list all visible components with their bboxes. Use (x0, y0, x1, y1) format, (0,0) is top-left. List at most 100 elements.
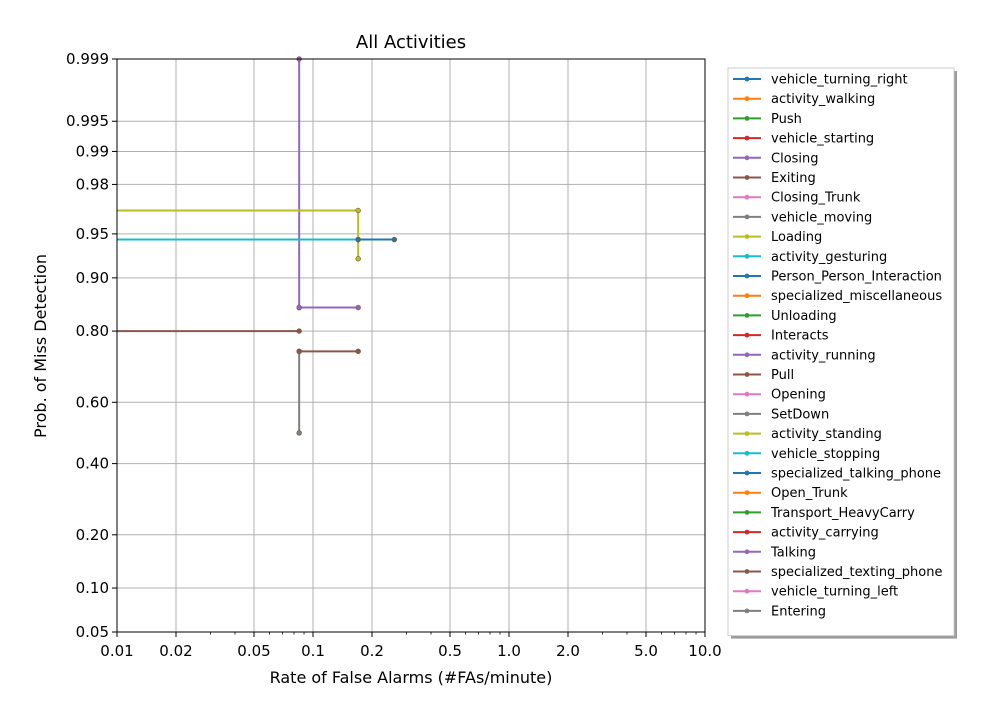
x-tick-label: 0.01 (100, 642, 133, 660)
legend-swatch-marker (744, 155, 750, 161)
legend-swatch-marker (744, 332, 750, 338)
legend-item: vehicle_turning_left (733, 585, 898, 600)
series-point (296, 304, 302, 311)
y-tick-label: 0.995 (66, 112, 109, 130)
legend-swatch-marker (744, 116, 750, 121)
series-Pull (296, 348, 361, 355)
legend-label: Entering (771, 604, 826, 619)
legend-label: Pull (771, 368, 794, 383)
legend-item: Opening (733, 388, 826, 403)
legend-item: activity_walking (733, 92, 875, 107)
series-lines (117, 56, 398, 436)
grid-lines (117, 59, 705, 632)
legend-swatch-marker (744, 253, 750, 259)
x-tick-label: 0.05 (237, 642, 270, 660)
legend-label: Person_Person_Interaction (771, 270, 942, 285)
legend-item: specialized_texting_phone (733, 565, 943, 580)
legend-label: vehicle_moving (771, 210, 872, 225)
legend-box (727, 67, 955, 637)
legend-swatch-marker (744, 352, 750, 358)
legend-label: specialized_miscellaneous (771, 289, 942, 304)
legend-item: specialized_talking_phone (733, 467, 941, 482)
y-tick-label: 0.40 (76, 455, 109, 473)
legend-label: vehicle_turning_right (771, 73, 908, 88)
series-activity_running (296, 304, 361, 311)
axis-ticks: 0.01 0.02 0.05 0.1 0.2 0.5 1.0 2.0 5.0 10.0 0.05 0.… (66, 50, 722, 660)
series-Loading (117, 207, 361, 262)
legend-label: Closing (771, 151, 819, 166)
legend-label: activity_standing (771, 427, 882, 442)
legend-swatch-marker (744, 470, 750, 476)
x-tick-label: 0.2 (360, 642, 384, 660)
legend-swatch-marker (744, 588, 750, 594)
legend-item: vehicle_moving (733, 210, 872, 225)
series-point (355, 304, 361, 311)
y-tick-label: 0.20 (76, 526, 109, 544)
legend-label: Interacts (771, 329, 829, 344)
y-tick-label: 0.60 (76, 393, 109, 411)
legend-label: SetDown (771, 407, 829, 422)
series-point (355, 348, 361, 355)
legend-swatch-marker (744, 450, 750, 456)
series-point (296, 328, 302, 334)
legend-item: activity_carrying (733, 526, 879, 541)
plot-frame (116, 58, 706, 633)
legend-label: vehicle_turning_left (771, 585, 898, 600)
legend-item: Loading (733, 230, 822, 245)
x-tick-label: 10.0 (688, 642, 721, 660)
legend-item: Pull (733, 368, 794, 383)
chart-title: All Activities (356, 32, 466, 53)
legend-swatch-marker (744, 569, 750, 574)
legend-swatch-marker (744, 490, 750, 496)
legend-swatch-marker (744, 135, 750, 141)
y-tick-label: 0.95 (76, 225, 109, 243)
x-tick-label: 2.0 (556, 642, 580, 660)
legend-item: Closing_Trunk (733, 191, 861, 206)
legend-swatch-marker (744, 391, 750, 397)
legend-label: Open_Trunk (771, 486, 848, 501)
y-tick-label: 0.10 (76, 579, 109, 597)
series-Person_Person_Interaction (355, 236, 398, 243)
series-point (296, 430, 302, 436)
legend-label: Loading (771, 230, 822, 245)
legend-item: Person_Person_Interaction (733, 270, 942, 285)
legend-item: vehicle_stopping (733, 447, 880, 462)
y-tick-label: 0.999 (66, 50, 109, 68)
x-tick-label: 0.5 (438, 642, 462, 660)
x-tick-label: 0.02 (159, 642, 192, 660)
legend-item: Unloading (733, 309, 837, 324)
legend-swatch-marker (744, 273, 750, 279)
series-Exiting (117, 328, 302, 334)
legend-swatch-marker (744, 96, 750, 102)
legend-item: Talking (733, 545, 816, 560)
legend-item: vehicle_turning_right (733, 73, 908, 88)
legend-swatch-marker (744, 194, 750, 200)
legend-swatch-marker (744, 529, 750, 535)
legend-item: Interacts (733, 329, 829, 344)
legend-item: Push (733, 112, 802, 127)
legend-label: vehicle_starting (771, 132, 874, 147)
y-tick-label: 0.98 (76, 175, 109, 193)
series-point (355, 256, 361, 262)
legend-item: Open_Trunk (733, 486, 848, 501)
legend-swatch-marker (744, 549, 750, 555)
y-tick-label: 0.99 (76, 142, 109, 160)
legend-swatch-marker (744, 431, 750, 436)
y-tick-label: 0.90 (76, 269, 109, 287)
legend-item: specialized_miscellaneous (733, 289, 942, 304)
series-point (391, 236, 398, 243)
legend-label: Talking (770, 545, 816, 560)
legend-label: activity_carrying (771, 526, 879, 541)
legend-swatch-marker (744, 214, 750, 220)
x-tick-label: 5.0 (634, 642, 658, 660)
y-axis-label: Prob. of Miss Detection (31, 254, 50, 438)
legend-label: vehicle_stopping (771, 447, 880, 462)
legend-label: specialized_talking_phone (771, 467, 941, 482)
series-point (355, 236, 361, 243)
legend-item: Closing (733, 151, 819, 166)
legend-swatch-marker (744, 76, 750, 82)
legend-swatch-marker (744, 608, 750, 614)
legend-swatch-marker (744, 372, 750, 377)
legend-label: Opening (771, 388, 826, 403)
